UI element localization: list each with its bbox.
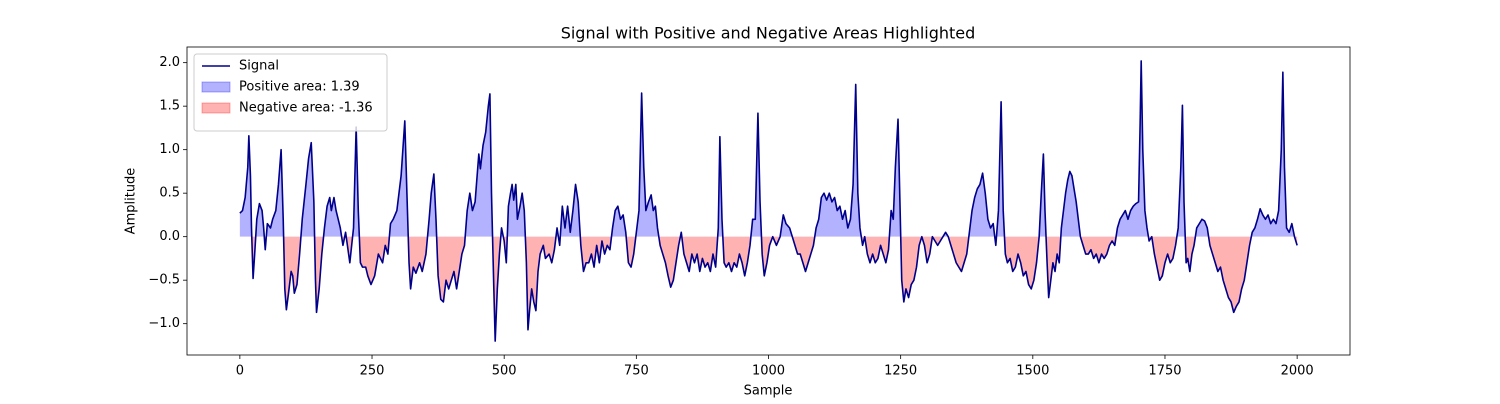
legend-patch xyxy=(201,102,231,114)
x-tick-label: 750 xyxy=(624,364,649,379)
y-tick-label: 2.0 xyxy=(159,55,180,70)
y-tick-label: −0.5 xyxy=(148,273,180,288)
x-tick-label: 250 xyxy=(360,364,385,379)
legend-patch xyxy=(201,81,231,93)
y-tick-label: 0.5 xyxy=(159,186,180,201)
signal-line xyxy=(239,60,1298,342)
x-tick-label: 2000 xyxy=(1281,364,1314,379)
legend-label: Negative area: -1.36 xyxy=(239,101,373,116)
chart-title: Signal with Positive and Negative Areas … xyxy=(561,24,976,43)
y-tick-label: 1.0 xyxy=(159,142,180,157)
x-tick-label: 1250 xyxy=(884,364,917,379)
y-tick-label: 0.0 xyxy=(159,229,180,244)
legend-box xyxy=(193,53,388,132)
y-tick-label: −1.0 xyxy=(148,316,180,331)
x-axis-label: Sample xyxy=(744,384,793,399)
legend-label: Signal xyxy=(239,59,279,74)
legend-label: Positive area: 1.39 xyxy=(239,80,360,95)
x-tick-label: 1500 xyxy=(1016,364,1049,379)
x-tick-label: 1000 xyxy=(752,364,785,379)
x-tick-label: 1750 xyxy=(1148,364,1181,379)
y-axis-label: Amplitude xyxy=(124,168,139,235)
x-tick-label: 500 xyxy=(492,364,517,379)
x-tick-label: 0 xyxy=(236,364,244,379)
y-tick-label: 1.5 xyxy=(159,99,180,114)
